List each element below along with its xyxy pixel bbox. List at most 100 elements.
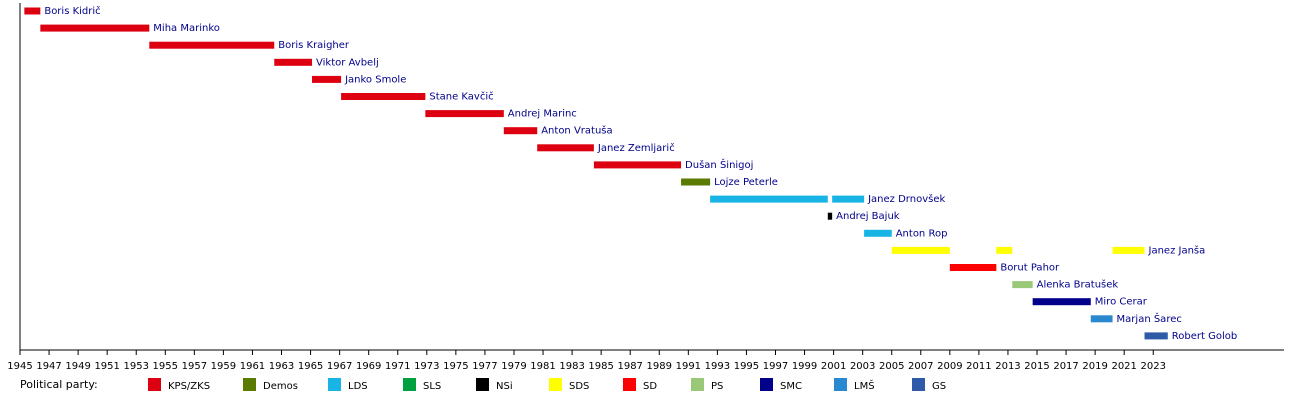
x-tick-label: 2015 xyxy=(1024,361,1049,372)
legend-swatch xyxy=(476,378,489,391)
x-tick-label: 1983 xyxy=(559,361,584,372)
x-tick-label: 1961 xyxy=(240,361,265,372)
term-bar xyxy=(312,75,342,83)
x-tick-label: 1955 xyxy=(153,361,178,372)
pm-name: Stane Kavčič xyxy=(429,91,493,103)
term-bar xyxy=(341,93,426,100)
term-bar xyxy=(832,195,865,203)
x-tick-label: 1947 xyxy=(36,361,61,372)
term-bar xyxy=(827,212,833,220)
x-tick-label: 2017 xyxy=(1053,361,1078,372)
x-tick-label: 1969 xyxy=(356,361,381,372)
pm-name: Borut Pahor xyxy=(1000,263,1060,274)
legend-swatch xyxy=(328,378,341,391)
x-tick-label: 1987 xyxy=(617,361,642,372)
legend-label: SMC xyxy=(780,381,802,392)
pm-name: Janko Smole xyxy=(344,74,406,85)
legend-label: SD xyxy=(643,381,657,392)
x-tick-label: 2001 xyxy=(821,361,846,372)
pm-name: Andrej Bajuk xyxy=(836,211,900,222)
legend-label: NSi xyxy=(496,381,513,392)
term-bar xyxy=(1090,315,1113,323)
pm-name: Miro Cerar xyxy=(1095,297,1148,308)
legend-label: SLS xyxy=(423,381,441,392)
term-bar xyxy=(864,229,892,237)
pm-name: Janez Drnovšek xyxy=(867,193,945,205)
x-tick-label: 1975 xyxy=(443,361,468,372)
pm-name: Anton Rop xyxy=(896,228,948,239)
pm-name: Dušan Šinigoj xyxy=(685,158,753,171)
legend-label: GS xyxy=(932,381,946,392)
term-bar xyxy=(24,7,41,15)
legend-swatch xyxy=(148,378,161,391)
term-bar xyxy=(949,264,997,271)
pm-name: Lojze Peterle xyxy=(714,177,778,188)
pm-name: Janez Zemljarič xyxy=(597,142,675,154)
x-tick-label: 1989 xyxy=(647,361,672,372)
pm-name: Andrej Marinc xyxy=(508,109,577,120)
x-tick-label: 2007 xyxy=(908,361,933,372)
term-bar xyxy=(40,24,150,32)
x-tick-label: 1985 xyxy=(588,361,613,372)
x-tick-label: 2021 xyxy=(1111,361,1136,372)
legend-swatch xyxy=(912,378,925,391)
legend-label: LDS xyxy=(348,381,368,392)
pm-name: Miha Marinko xyxy=(153,23,220,34)
term-bar xyxy=(891,246,950,254)
x-tick-label: 2003 xyxy=(850,361,875,372)
term-bar xyxy=(1144,332,1168,340)
legend-swatch xyxy=(403,378,416,391)
legend-label: Demos xyxy=(263,381,298,392)
legend-swatch xyxy=(623,378,636,391)
term-bar xyxy=(503,127,538,135)
term-bar xyxy=(274,58,313,66)
legend-swatch xyxy=(549,378,562,391)
pm-name: Janez Janša xyxy=(1148,244,1206,256)
x-tick-label: 1945 xyxy=(7,361,32,372)
legend-swatch xyxy=(243,378,256,391)
term-bar xyxy=(710,195,828,203)
x-tick-label: 1967 xyxy=(327,361,352,372)
x-tick-label: 1995 xyxy=(734,361,759,372)
x-tick-label: 1999 xyxy=(792,361,817,372)
pm-name: Alenka Bratušek xyxy=(1037,279,1119,291)
x-tick-label: 2023 xyxy=(1141,361,1166,372)
x-tick-label: 1949 xyxy=(65,361,90,372)
term-bar xyxy=(1032,298,1091,306)
legend-swatch xyxy=(691,378,704,391)
x-tick-label: 2013 xyxy=(995,361,1020,372)
pm-name: Boris Kidrič xyxy=(44,5,100,17)
x-tick-label: 1963 xyxy=(269,361,294,372)
term-bar xyxy=(681,178,711,186)
x-tick-label: 1951 xyxy=(94,361,119,372)
term-bar xyxy=(149,41,275,49)
x-tick-label: 1953 xyxy=(124,361,149,372)
legend-title: Political party: xyxy=(20,378,98,391)
x-tick-label: 1957 xyxy=(182,361,207,372)
term-bar xyxy=(537,144,594,152)
pm-name: Anton Vratuša xyxy=(541,125,612,137)
x-tick-label: 2019 xyxy=(1082,361,1107,372)
x-tick-label: 1981 xyxy=(530,361,555,372)
x-tick-label: 1979 xyxy=(501,361,526,372)
x-tick-label: 2009 xyxy=(937,361,962,372)
x-tick-label: 1977 xyxy=(472,361,497,372)
legend-swatch xyxy=(760,378,773,391)
legend-label: KPS/ZKS xyxy=(168,381,210,392)
x-tick-label: 1993 xyxy=(705,361,730,372)
term-bar xyxy=(1112,246,1145,254)
term-bar xyxy=(425,110,504,118)
x-tick-label: 1971 xyxy=(385,361,410,372)
x-tick-label: 2011 xyxy=(966,361,991,372)
x-tick-label: 1997 xyxy=(763,361,788,372)
term-bar xyxy=(593,161,682,169)
legend-label: SDS xyxy=(569,381,589,392)
pm-name: Robert Golob xyxy=(1172,331,1237,342)
term-bar xyxy=(996,246,1013,254)
x-tick-label: 1959 xyxy=(211,361,236,372)
legend-label: LMŠ xyxy=(854,379,875,392)
pm-name: Marjan Šarec xyxy=(1117,312,1182,325)
legend-label: PS xyxy=(711,381,723,392)
x-tick-label: 1973 xyxy=(414,361,439,372)
